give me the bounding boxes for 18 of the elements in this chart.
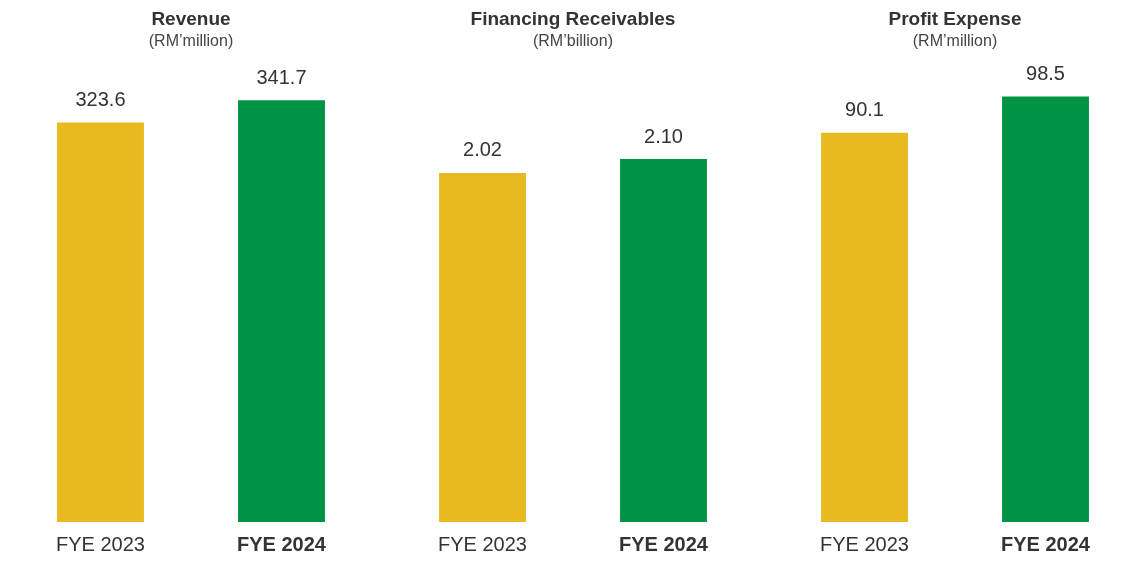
data-label: 323.6 bbox=[75, 88, 126, 111]
chart-subtitle: (RM’million) bbox=[912, 32, 998, 50]
data-label: 341.7 bbox=[256, 65, 307, 88]
data-label: 2.10 bbox=[644, 124, 683, 147]
x-tick-label: FYE 2024 bbox=[1001, 532, 1091, 555]
x-tick-label: FYE 2023 bbox=[438, 532, 527, 555]
x-tick-label: FYE 2023 bbox=[56, 532, 145, 555]
x-tick-label: FYE 2024 bbox=[619, 532, 709, 555]
x-tick-label: FYE 2023 bbox=[820, 532, 909, 555]
chart-title: Revenue bbox=[151, 8, 231, 30]
x-tick-label: FYE 2024 bbox=[237, 532, 327, 555]
data-label: 2.02 bbox=[463, 138, 502, 161]
chart-subtitle: (RM’billion) bbox=[532, 32, 613, 50]
data-label: 98.5 bbox=[1026, 62, 1065, 84]
chart-subtitle: (RM’million) bbox=[148, 32, 234, 50]
chart-title: Financing Receivables bbox=[470, 8, 676, 30]
chart-title: Profit Expense bbox=[888, 8, 1022, 30]
data-label: 90.1 bbox=[845, 98, 884, 121]
